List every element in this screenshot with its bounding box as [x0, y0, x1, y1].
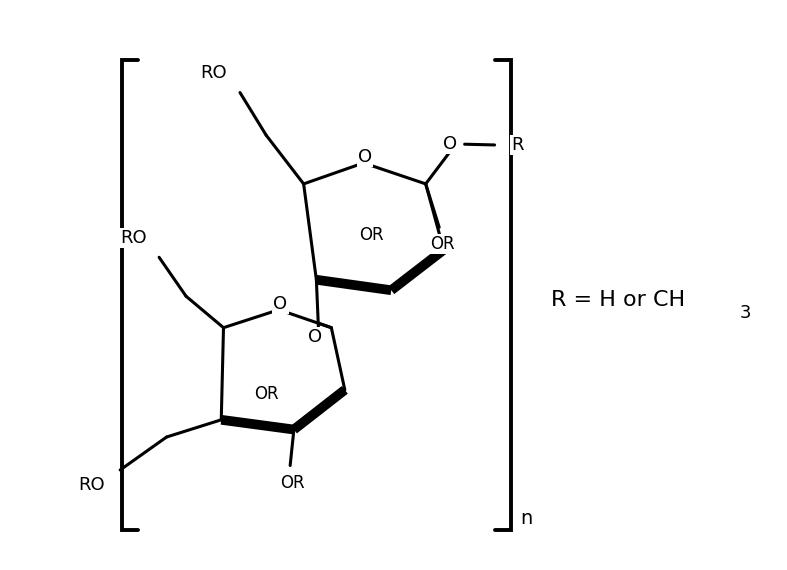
- Text: O: O: [308, 328, 322, 345]
- Text: OR: OR: [254, 385, 279, 402]
- Text: RO: RO: [120, 229, 147, 247]
- Text: RO: RO: [79, 476, 105, 494]
- Text: O: O: [442, 135, 456, 153]
- Text: O: O: [273, 295, 287, 313]
- Text: RO: RO: [201, 64, 227, 82]
- Text: OR: OR: [359, 226, 383, 244]
- Text: OR: OR: [280, 474, 305, 492]
- Text: R: R: [511, 136, 523, 154]
- Text: O: O: [358, 148, 372, 166]
- Text: n: n: [520, 510, 532, 528]
- Text: OR: OR: [430, 235, 454, 253]
- Text: 3: 3: [740, 304, 751, 323]
- Text: R = H or CH: R = H or CH: [551, 290, 685, 310]
